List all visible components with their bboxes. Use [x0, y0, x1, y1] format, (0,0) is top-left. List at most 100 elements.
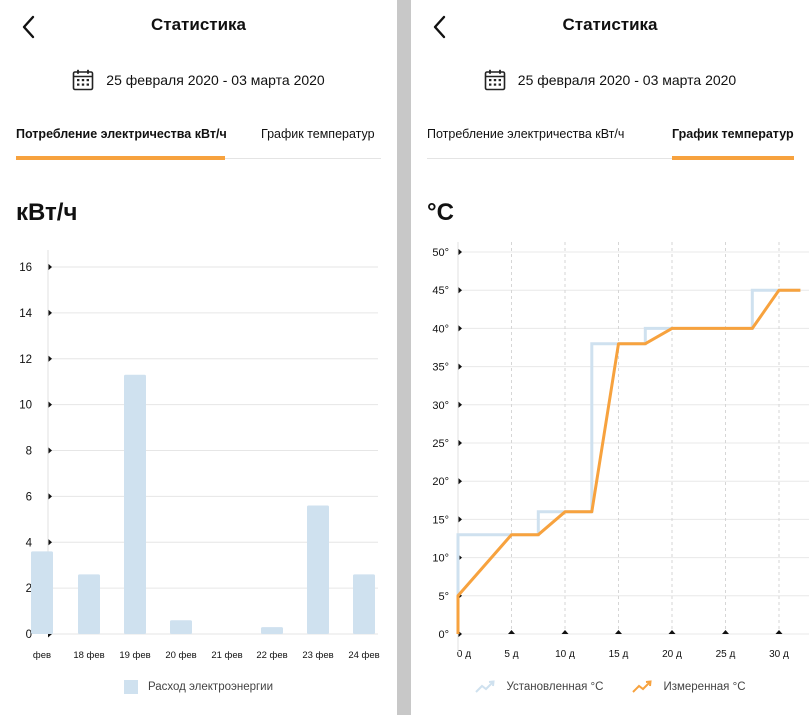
back-button[interactable]	[14, 12, 44, 42]
electricity-bar-chart: 0 2 4 6 8 10 12 14 16 фев 18 фев 19 фев 20 фев 21 фев…	[19, 250, 380, 661]
y-tick-marker	[458, 477, 462, 485]
screen-temperature: Статистика 25 февраля 2020 - 03 марта 20…	[411, 0, 809, 715]
x-tick-label: 21 фев	[211, 650, 242, 661]
y-tick-label: 5°	[438, 591, 449, 603]
chevron-left-icon	[22, 15, 35, 39]
y-tick-label: 20°	[432, 476, 449, 488]
bar	[307, 505, 329, 634]
chart-legend: Расход электроэнергии	[0, 676, 397, 698]
chart-unit-label: °C	[427, 199, 454, 226]
x-tick-label: 15 д	[609, 649, 629, 660]
page-title: Статистика	[562, 15, 658, 34]
y-tick-marker	[48, 538, 52, 546]
y-tick-marker	[458, 439, 462, 447]
y-tick-label: 6	[26, 491, 32, 503]
x-tick-label: 25 д	[716, 649, 736, 660]
tab-bar: Потребление электричества кВт/ч График т…	[427, 118, 794, 162]
tab-active-indicator	[672, 156, 794, 160]
tab-label: Потребление электричества кВт/ч	[427, 127, 625, 141]
y-tick-label: 50°	[432, 247, 449, 259]
tab-label: График температур	[261, 127, 375, 141]
chevron-left-icon	[433, 15, 446, 39]
calendar-icon	[72, 69, 94, 91]
y-tick-label: 35°	[432, 362, 449, 374]
tab-label: Потребление электричества кВт/ч	[16, 127, 227, 141]
x-tick-marker	[775, 630, 783, 634]
y-tick-marker	[48, 309, 52, 317]
header: Статистика	[0, 0, 397, 52]
legend-swatch	[123, 680, 138, 694]
x-tick-label: 19 фев	[119, 650, 150, 661]
tab-label: График температур	[672, 127, 794, 141]
x-tick-label: 30 д	[769, 649, 789, 660]
x-tick-label: 20 д	[662, 649, 682, 660]
tab-electricity[interactable]: Потребление электричества кВт/ч	[16, 118, 227, 160]
y-tick-label: 45°	[432, 285, 449, 297]
series-line-measured-temperature	[456, 288, 801, 634]
tab-active-indicator	[16, 156, 225, 160]
x-tick-label: 0 д	[457, 649, 471, 660]
y-tick-marker	[48, 263, 52, 271]
y-tick-label: 15°	[432, 514, 449, 526]
legend-item-set-temperature[interactable]: Установленная °C	[474, 680, 603, 694]
y-tick-marker	[458, 401, 462, 409]
tab-temperature[interactable]: График температур	[261, 118, 381, 160]
tab-bar: Потребление электричества кВт/ч График т…	[16, 118, 381, 162]
y-tick-label: 12	[19, 354, 32, 366]
y-tick-label: 14	[19, 308, 32, 320]
x-tick-marker	[615, 630, 622, 634]
x-tick-marker	[722, 630, 729, 634]
bar	[78, 574, 100, 634]
y-tick-marker	[458, 324, 462, 332]
tab-electricity[interactable]: Потребление электричества кВт/ч	[427, 118, 647, 160]
header: Статистика	[411, 0, 809, 52]
legend-label: Измеренная °C	[663, 681, 746, 693]
y-tick-label: 2	[26, 583, 32, 595]
series-line-set-temperature	[456, 288, 801, 634]
calendar-icon	[484, 69, 506, 91]
x-tick-marker	[668, 630, 676, 634]
y-tick-label: 25°	[432, 438, 449, 450]
y-tick-label: 8	[26, 446, 32, 458]
x-tick-label: фев	[33, 650, 51, 661]
screen-electricity: Статистика 25 февраля 2020 - 03 марта 20…	[0, 0, 397, 715]
x-tick-marker	[561, 630, 569, 634]
bar	[31, 551, 53, 634]
date-range-text: 25 февраля 2020 - 03 марта 2020	[517, 72, 737, 88]
legend-label: Расход электроэнергии	[147, 681, 274, 693]
tab-bar-divider	[427, 158, 793, 159]
x-tick-label: 22 фев	[256, 650, 287, 661]
y-tick-marker	[458, 248, 462, 256]
y-tick-marker	[48, 447, 52, 454]
y-tick-label: 10°	[432, 553, 449, 565]
bar	[353, 574, 375, 634]
bar	[261, 627, 283, 634]
x-tick-label: 5 д	[504, 649, 518, 660]
y-tick-label: 0	[26, 629, 32, 641]
y-tick-label: 0°	[438, 629, 449, 641]
x-tick-marker	[508, 630, 515, 634]
chart-unit-label: кВт/ч	[16, 199, 78, 226]
y-tick-label: 4	[26, 537, 33, 549]
date-range-picker[interactable]: 25 февраля 2020 - 03 марта 2020	[0, 67, 397, 93]
y-tick-marker	[48, 492, 52, 500]
trend-up-icon	[475, 680, 496, 693]
x-tick-label: 18 фев	[73, 650, 104, 661]
temperature-line-chart: 0° 5° 10° 15° 20° 25° 30° 35° 40° 45° 50° 0 д 5 д 10 …	[432, 242, 809, 660]
back-button[interactable]	[425, 12, 455, 42]
page-title: Статистика	[150, 15, 247, 34]
y-tick-label: 16	[19, 262, 32, 274]
bar	[124, 374, 146, 634]
y-tick-marker	[48, 355, 52, 363]
x-tick-label: 24 фев	[348, 650, 379, 661]
y-tick-label: 30°	[432, 400, 449, 412]
y-tick-marker	[458, 363, 462, 371]
legend-item-measured-temperature[interactable]: Измеренная °C	[631, 680, 746, 694]
y-tick-marker	[458, 515, 462, 523]
legend-item-consumption[interactable]: Расход электроэнергии	[123, 680, 274, 694]
tab-temperature[interactable]: График температур	[672, 118, 794, 160]
bar	[170, 620, 192, 634]
date-range-text: 25 февраля 2020 - 03 марта 2020	[106, 72, 325, 88]
y-tick-label: 40°	[432, 323, 449, 335]
date-range-picker[interactable]: 25 февраля 2020 - 03 марта 2020	[411, 67, 809, 93]
